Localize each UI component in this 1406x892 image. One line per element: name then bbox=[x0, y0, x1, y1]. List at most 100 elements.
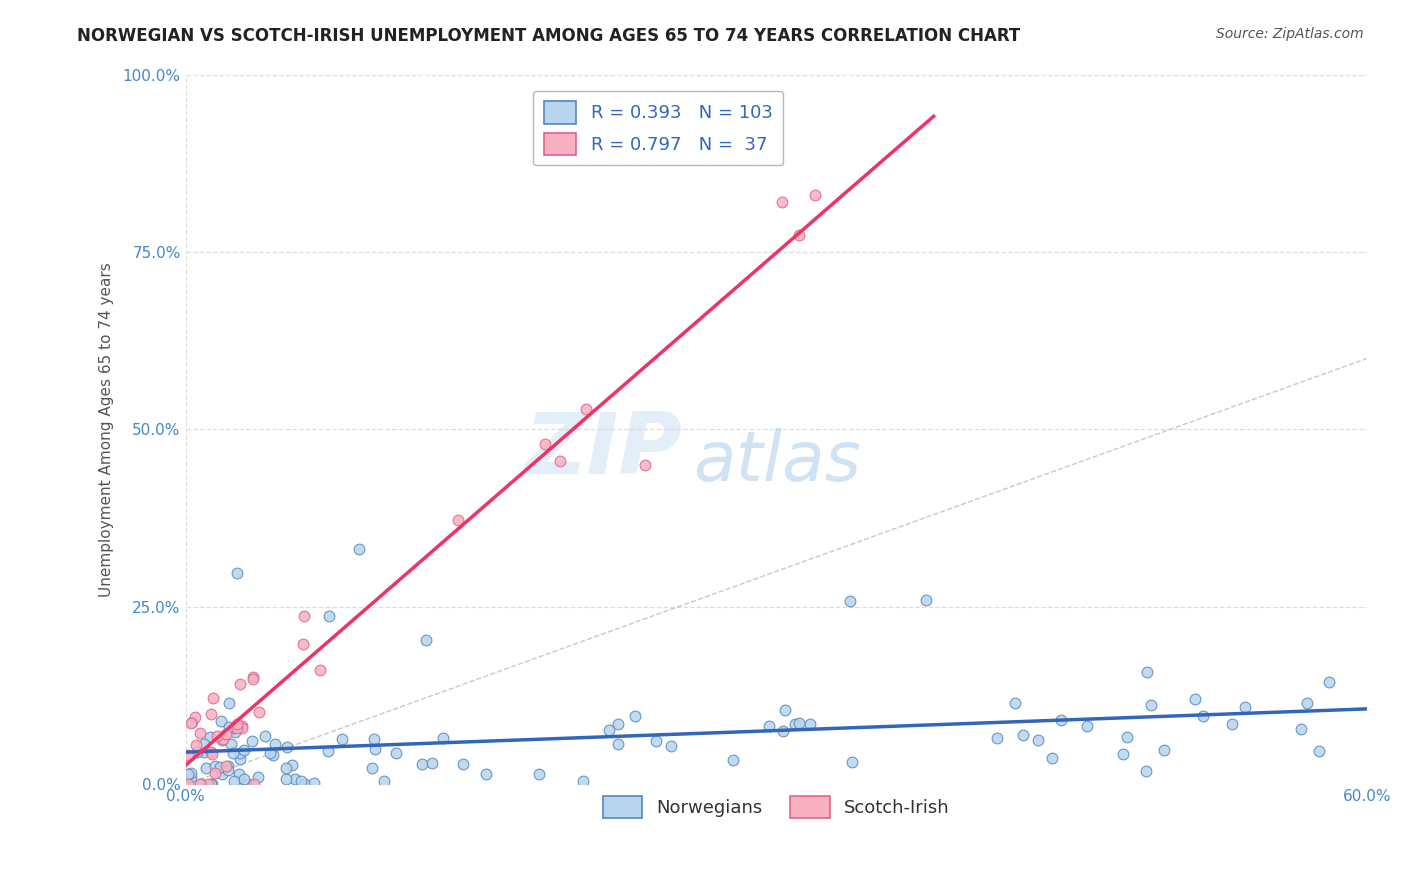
Point bbox=[799, 717, 821, 731]
Text: ZIP: ZIP bbox=[524, 409, 682, 492]
Point bbox=[274, 772, 297, 787]
Point bbox=[218, 719, 240, 733]
Point bbox=[789, 227, 811, 242]
Point bbox=[242, 733, 264, 747]
Point bbox=[217, 758, 239, 772]
Text: NORWEGIAN VS SCOTCH-IRISH UNEMPLOYMENT AMONG AGES 65 TO 74 YEARS CORRELATION CHA: NORWEGIAN VS SCOTCH-IRISH UNEMPLOYMENT A… bbox=[77, 27, 1021, 45]
Point bbox=[200, 707, 222, 722]
Point bbox=[292, 608, 315, 623]
Text: Source: ZipAtlas.com: Source: ZipAtlas.com bbox=[1216, 27, 1364, 41]
Point bbox=[246, 770, 269, 784]
Point bbox=[451, 756, 474, 771]
Point bbox=[770, 195, 793, 210]
Point bbox=[607, 737, 630, 751]
Point bbox=[290, 773, 312, 788]
Point bbox=[284, 772, 307, 787]
Point bbox=[200, 777, 222, 791]
Point bbox=[197, 777, 219, 791]
Point bbox=[1184, 691, 1206, 706]
Point bbox=[229, 746, 252, 760]
Point bbox=[420, 756, 443, 770]
Point bbox=[195, 761, 218, 775]
Point bbox=[180, 765, 202, 780]
Point bbox=[219, 737, 242, 751]
Point bbox=[224, 725, 246, 739]
Point bbox=[415, 633, 437, 648]
Point bbox=[193, 745, 215, 759]
Point bbox=[373, 774, 395, 789]
Point bbox=[633, 458, 655, 472]
Point bbox=[180, 770, 202, 784]
Point bbox=[193, 737, 215, 751]
Point bbox=[225, 566, 247, 580]
Point bbox=[176, 748, 198, 763]
Point bbox=[758, 719, 780, 733]
Point bbox=[785, 717, 807, 731]
Point bbox=[231, 722, 253, 736]
Point bbox=[281, 758, 304, 772]
Point bbox=[1040, 751, 1063, 765]
Text: atlas: atlas bbox=[693, 428, 862, 495]
Point bbox=[211, 733, 233, 747]
Point bbox=[841, 755, 863, 769]
Point bbox=[201, 777, 224, 791]
Point bbox=[1317, 675, 1340, 690]
Point bbox=[200, 745, 222, 759]
Point bbox=[190, 777, 212, 791]
Point bbox=[361, 761, 384, 775]
Point bbox=[188, 777, 211, 791]
Point bbox=[291, 637, 314, 651]
Point bbox=[347, 542, 370, 557]
Point bbox=[804, 187, 827, 202]
Point bbox=[184, 738, 207, 752]
Point bbox=[228, 767, 250, 781]
Point bbox=[364, 742, 387, 756]
Point bbox=[215, 759, 238, 773]
Point bbox=[235, 777, 257, 791]
Point bbox=[775, 703, 797, 717]
Point bbox=[645, 733, 668, 747]
Point bbox=[1139, 698, 1161, 713]
Point bbox=[222, 774, 245, 789]
Point bbox=[198, 731, 221, 745]
Point bbox=[211, 732, 233, 747]
Point bbox=[772, 723, 794, 738]
Point bbox=[302, 775, 325, 789]
Point bbox=[1220, 716, 1243, 731]
Point bbox=[201, 690, 224, 705]
Point bbox=[204, 759, 226, 773]
Point bbox=[183, 710, 205, 724]
Point bbox=[330, 731, 353, 746]
Point bbox=[475, 766, 498, 780]
Point bbox=[1136, 665, 1159, 680]
Y-axis label: Unemployment Among Ages 65 to 74 years: Unemployment Among Ages 65 to 74 years bbox=[100, 262, 114, 597]
Point bbox=[411, 757, 433, 772]
Point bbox=[276, 739, 298, 754]
Point bbox=[242, 670, 264, 684]
Point bbox=[1112, 747, 1135, 761]
Point bbox=[1004, 696, 1026, 710]
Point bbox=[209, 714, 232, 728]
Point bbox=[207, 729, 229, 743]
Point bbox=[1135, 764, 1157, 779]
Point bbox=[204, 765, 226, 780]
Point bbox=[242, 777, 264, 791]
Point bbox=[242, 672, 264, 686]
Point bbox=[838, 593, 860, 607]
Point bbox=[186, 746, 208, 760]
Point bbox=[217, 763, 239, 777]
Point bbox=[177, 777, 200, 791]
Point bbox=[1026, 732, 1049, 747]
Point bbox=[222, 746, 245, 760]
Point bbox=[247, 705, 270, 719]
Point bbox=[787, 716, 810, 731]
Point bbox=[607, 717, 630, 731]
Point bbox=[231, 719, 253, 733]
Point bbox=[574, 401, 596, 416]
Point bbox=[527, 766, 550, 780]
Point bbox=[1296, 696, 1319, 710]
Point bbox=[548, 454, 571, 468]
Point bbox=[259, 746, 281, 760]
Point bbox=[211, 766, 233, 780]
Point bbox=[225, 717, 247, 731]
